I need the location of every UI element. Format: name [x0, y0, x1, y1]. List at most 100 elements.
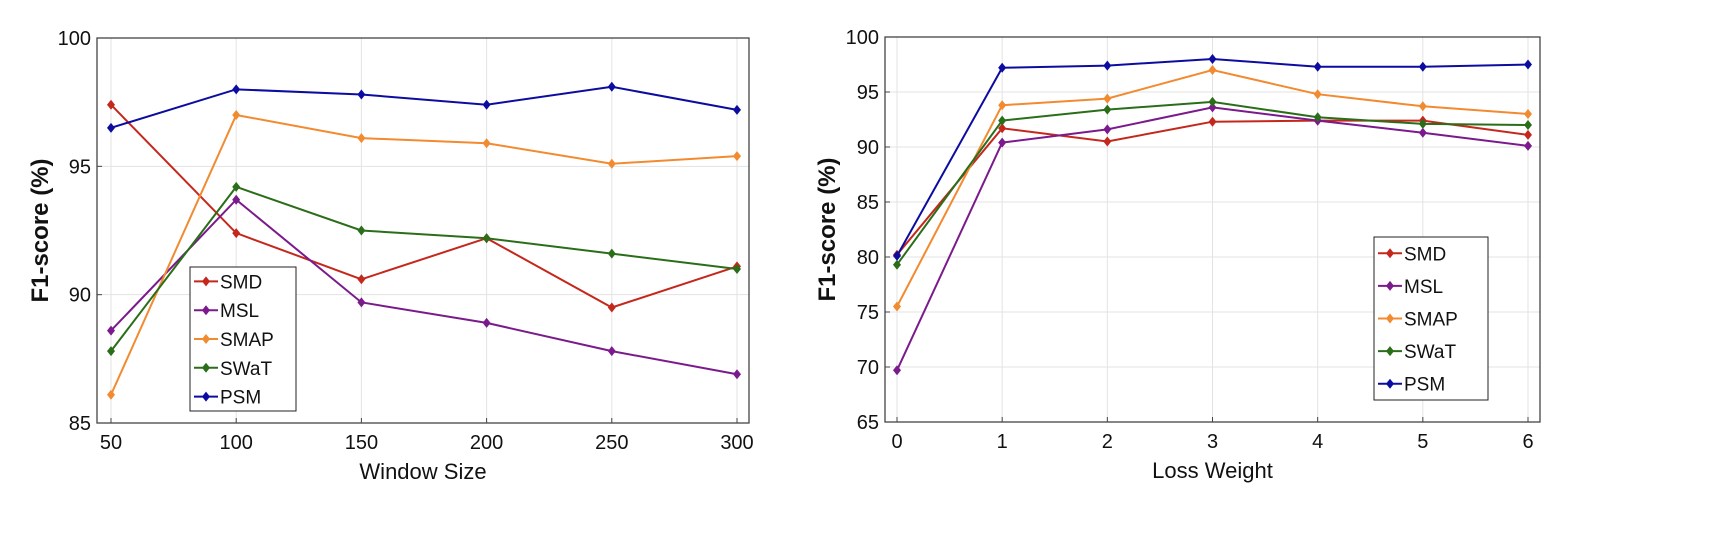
data-point: [1208, 102, 1217, 113]
data-point: [1313, 61, 1322, 72]
data-point: [357, 225, 366, 236]
legend-marker: [1386, 313, 1394, 324]
x-tick-label: 2: [1102, 431, 1113, 453]
data-point: [733, 369, 741, 380]
data-point: [998, 137, 1007, 148]
data-point: [607, 302, 616, 313]
x-tick-label: 200: [470, 432, 503, 454]
data-point: [1208, 54, 1217, 64]
data-point: [1103, 60, 1112, 71]
legend-item-smap: SMAP: [194, 330, 274, 351]
x-tick-label: 150: [345, 432, 378, 454]
legend-label: PSM: [1404, 375, 1445, 396]
legend-label: SWaT: [220, 359, 272, 380]
series-psm: [107, 81, 741, 133]
legend-marker: [1386, 248, 1394, 259]
data-point: [232, 84, 241, 95]
data-point: [1418, 101, 1427, 112]
data-point: [893, 365, 901, 376]
data-point: [232, 181, 241, 192]
legend-marker: [202, 362, 210, 373]
data-point: [482, 317, 491, 328]
legend-item-swat: SWaT: [194, 359, 272, 380]
legend-marker: [1386, 378, 1394, 389]
data-point: [1103, 104, 1112, 115]
legend: SMD MSL SMAP SWaT PSM: [189, 266, 297, 412]
data-point: [107, 99, 115, 110]
data-point: [607, 346, 616, 357]
data-point: [1418, 61, 1427, 72]
legend-item-smd: SMD: [194, 272, 262, 293]
series-line: [110, 113, 738, 396]
data-point: [1524, 140, 1532, 151]
data-point: [107, 122, 115, 133]
y-axis-label: F1-score (%): [814, 157, 841, 301]
data-point: [1208, 65, 1217, 75]
data-point: [357, 133, 366, 144]
series-psm: [893, 54, 1532, 261]
x-tick-label: 4: [1312, 431, 1323, 453]
legend-label: SWaT: [1404, 342, 1456, 363]
legend-item-msl: MSL: [194, 301, 259, 322]
x-tick-label: 50: [100, 432, 122, 454]
data-point: [1103, 124, 1112, 135]
x-tick-label: 3: [1207, 431, 1218, 453]
data-point: [1524, 120, 1532, 130]
data-point: [107, 325, 115, 336]
series-line: [110, 85, 738, 129]
legend-marker: [202, 391, 210, 402]
data-point: [893, 301, 901, 312]
data-point: [1524, 59, 1532, 70]
data-point: [1418, 118, 1427, 129]
data-point: [893, 259, 901, 270]
y-tick-label: 95: [857, 82, 879, 104]
data-point: [1418, 127, 1427, 138]
legend-marker: [202, 334, 210, 344]
y-tick-label: 65: [857, 412, 879, 434]
legend-item-smap: SMAP: [1378, 310, 1458, 331]
right-chart: 0 1 2 3 4 5 6 65 70 75 80 85 90 95 100 Loss Weight F1-sc…: [814, 27, 1541, 483]
data-point: [482, 233, 491, 244]
y-axis-label: F1-score (%): [27, 158, 54, 302]
legend-label: SMAP: [1404, 310, 1458, 331]
data-point: [357, 89, 366, 100]
legend-label: SMD: [1404, 244, 1446, 265]
legend-marker: [202, 305, 210, 316]
legend-item-psm: PSM: [1378, 375, 1445, 396]
legend-item-swat: SWaT: [1378, 342, 1456, 363]
y-tick-label: 85: [69, 413, 91, 435]
x-tick-label: 250: [595, 432, 628, 454]
x-tick-label: 5: [1417, 431, 1428, 453]
data-point: [733, 104, 741, 115]
data-point: [107, 346, 115, 357]
legend-marker: [1386, 280, 1394, 291]
y-tick-label: 75: [857, 302, 879, 324]
legend-label: PSM: [220, 388, 261, 409]
x-tick-label: 0: [891, 431, 902, 453]
series-line: [110, 198, 738, 376]
y-tick-label: 80: [857, 247, 879, 269]
legend-item-smd: SMD: [1378, 244, 1446, 265]
legend-marker: [1386, 346, 1394, 357]
x-tick-label: 6: [1522, 431, 1533, 453]
data-point: [998, 123, 1007, 134]
data-point: [1524, 109, 1532, 119]
series-msl: [107, 194, 741, 380]
data-point: [482, 99, 491, 110]
y-tick-label: 85: [857, 192, 879, 214]
data-point: [607, 158, 616, 169]
y-tick-label: 90: [69, 285, 91, 307]
data-point: [1103, 136, 1112, 147]
legend-label: SMD: [220, 272, 262, 293]
data-point: [482, 138, 491, 149]
data-point: [232, 228, 241, 239]
x-tick-label: 1: [997, 431, 1008, 453]
x-axis-label: Loss Weight: [1152, 458, 1273, 483]
data-point: [607, 81, 616, 92]
data-point: [232, 194, 241, 205]
data-point: [1524, 129, 1532, 140]
y-tick-label: 100: [58, 28, 91, 50]
legend-marker: [202, 276, 210, 287]
data-point: [357, 297, 366, 308]
